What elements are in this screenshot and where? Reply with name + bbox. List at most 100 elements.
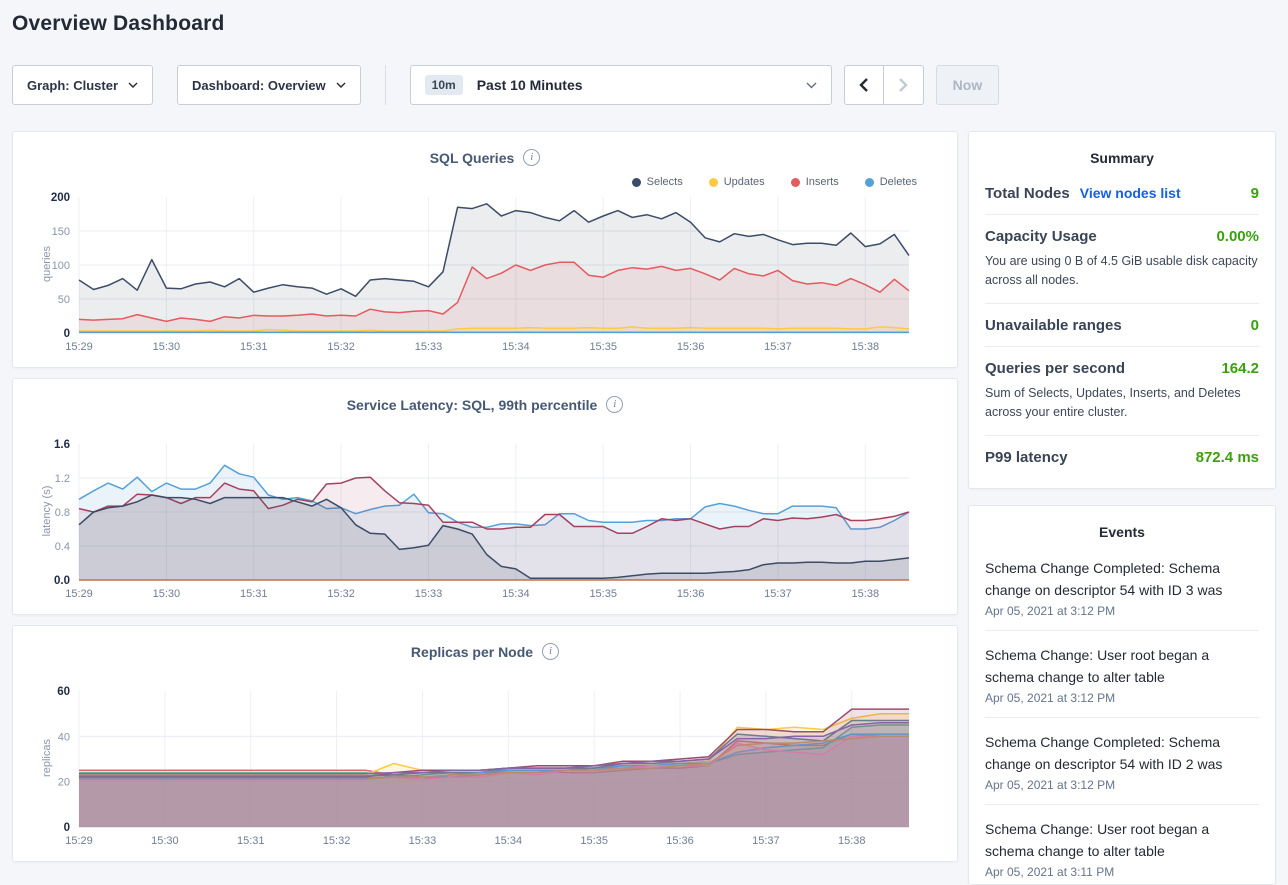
svg-text:200: 200: [51, 192, 70, 204]
svg-text:0.4: 0.4: [55, 541, 70, 553]
time-range-selector[interactable]: 10m Past 10 Minutes: [409, 65, 832, 105]
legend-label: Deletes: [879, 176, 917, 188]
dashboard-dropdown-label: Dashboard: Overview: [192, 77, 326, 93]
chevron-left-icon: [859, 78, 869, 92]
replicas-per-node-chart[interactable]: 15:29 15:30 15:31 15:32 15:33 15:34 15:35 15:36…: [13, 682, 957, 854]
dashboard-dropdown[interactable]: Dashboard: Overview: [177, 65, 361, 105]
legend-label: Selects: [646, 176, 683, 188]
time-forward-button[interactable]: [883, 65, 924, 105]
legend-item[interactable]: Deletes: [864, 176, 917, 188]
legend-label: Updates: [723, 176, 765, 188]
event-text[interactable]: Schema Change Completed: Schema change o…: [985, 559, 1223, 598]
summary-panel: Summary Total Nodes View nodes list 9 Ca…: [968, 131, 1276, 489]
svg-text:1.2: 1.2: [55, 473, 70, 485]
svg-text:15:36: 15:36: [666, 835, 694, 847]
svg-text:15:31: 15:31: [240, 588, 268, 600]
event-text[interactable]: Schema Change Completed: Schema change o…: [985, 733, 1223, 772]
event-timestamp: Apr 05, 2021 at 3:12 PM: [985, 690, 1116, 705]
svg-text:150: 150: [52, 226, 70, 238]
legend-dot-icon: [631, 177, 641, 187]
event-timestamp: Apr 05, 2021 at 3:11 PM: [985, 864, 1115, 879]
chart-header: Service Latency: SQL, 99th percentile i: [13, 379, 957, 413]
svg-text:0.8: 0.8: [55, 507, 70, 519]
svg-text:15:35: 15:35: [589, 588, 617, 600]
controls-divider: [384, 65, 386, 105]
svg-text:15:34: 15:34: [502, 341, 530, 353]
svg-text:20: 20: [58, 777, 70, 789]
svg-text:15:33: 15:33: [409, 835, 437, 847]
summary-label: Unavailable ranges: [985, 316, 1122, 334]
svg-text:15:29: 15:29: [65, 588, 93, 600]
svg-text:15:37: 15:37: [764, 588, 792, 600]
sql-queries-chart[interactable]: 15:29 15:30 15:31 15:32 15:33 15:34 15:35 15:36…: [13, 188, 957, 360]
svg-text:60: 60: [57, 686, 70, 698]
graph-dropdown[interactable]: Graph: Cluster: [12, 65, 154, 105]
chart-legend: Selects Updates Inserts Deletes: [631, 176, 917, 188]
summary-row-capacity-usage: Capacity Usage 0.00% You are using 0 B o…: [985, 215, 1259, 304]
summary-row-unavailable-ranges: Unavailable ranges 0: [985, 304, 1259, 347]
legend-label: Inserts: [805, 176, 839, 188]
event-text[interactable]: Schema Change: User root began a schema …: [985, 820, 1210, 859]
event-item: Schema Change Completed: Schema change o…: [985, 544, 1259, 631]
service-latency-chart[interactable]: 15:29 15:30 15:31 15:32 15:33 15:34 15:35 15:36…: [13, 435, 957, 607]
controls-bar: Graph: Cluster Dashboard: Overview 10m P…: [12, 65, 1000, 105]
page-title: Overview Dashboard: [12, 12, 225, 35]
summary-value: 9: [1250, 185, 1259, 202]
charts-column: SQL Queries i Selects Updates Inserts Delet…: [12, 131, 958, 872]
svg-text:1.6: 1.6: [54, 439, 70, 451]
event-text[interactable]: Schema Change: User root began a schema …: [985, 646, 1210, 685]
info-icon[interactable]: i: [606, 396, 624, 413]
time-back-button[interactable]: [843, 65, 884, 105]
legend-item[interactable]: Updates: [708, 176, 765, 188]
events-list: Schema Change Completed: Schema change o…: [985, 544, 1259, 884]
summary-rows: Total Nodes View nodes list 9 Capacity U…: [985, 172, 1259, 478]
svg-text:40: 40: [58, 731, 70, 743]
chart-title: SQL Queries: [429, 149, 515, 166]
event-item: Schema Change Completed: Schema change o…: [985, 718, 1259, 805]
summary-value: 0.00%: [1216, 228, 1259, 245]
sql-queries-chart-card: SQL Queries i Selects Updates Inserts Delet…: [12, 131, 958, 368]
svg-text:15:30: 15:30: [151, 835, 179, 847]
info-icon[interactable]: i: [523, 149, 541, 166]
info-icon[interactable]: i: [542, 643, 560, 660]
chart-title: Replicas per Node: [410, 643, 534, 660]
summary-title: Summary: [1090, 150, 1154, 166]
legend-item[interactable]: Selects: [631, 176, 683, 188]
chart-title: Service Latency: SQL, 99th percentile: [346, 396, 598, 413]
summary-value: 872.4 ms: [1195, 448, 1259, 466]
summary-label: Total Nodes: [985, 185, 1070, 202]
legend-item[interactable]: Inserts: [790, 176, 839, 188]
time-nav-group: [843, 65, 924, 105]
svg-text:15:38: 15:38: [852, 588, 880, 600]
svg-text:15:30: 15:30: [153, 588, 181, 600]
svg-text:15:34: 15:34: [495, 835, 523, 847]
summary-value: 164.2: [1221, 359, 1259, 377]
svg-text:15:33: 15:33: [415, 341, 443, 353]
legend-dot-icon: [708, 177, 718, 187]
time-range-label: Past 10 Minutes: [476, 77, 583, 93]
chart-header: SQL Queries i: [13, 132, 957, 166]
svg-text:15:29: 15:29: [65, 341, 93, 353]
legend-dot-icon: [864, 177, 874, 187]
svg-text:50: 50: [58, 294, 70, 306]
chevron-down-icon: [128, 82, 138, 88]
svg-text:15:36: 15:36: [677, 341, 705, 353]
event-item: Schema Change: User root began a schema …: [985, 631, 1259, 718]
view-nodes-list-link[interactable]: View nodes list: [1079, 185, 1181, 201]
svg-text:15:35: 15:35: [580, 835, 608, 847]
svg-text:100: 100: [52, 260, 70, 272]
legend-dot-icon: [790, 177, 800, 187]
svg-text:15:37: 15:37: [752, 835, 780, 847]
chevron-down-icon: [336, 82, 346, 88]
svg-text:15:29: 15:29: [65, 835, 93, 847]
now-button[interactable]: Now: [935, 65, 1000, 105]
svg-text:15:32: 15:32: [323, 835, 351, 847]
summary-description: Sum of Selects, Updates, Inserts, and De…: [985, 385, 1241, 420]
svg-text:15:33: 15:33: [415, 588, 443, 600]
svg-text:15:38: 15:38: [852, 341, 880, 353]
svg-text:15:37: 15:37: [764, 341, 792, 353]
summary-value: 0: [1250, 316, 1259, 334]
chart-header: Replicas per Node i: [13, 626, 957, 660]
event-item: Schema Change: User root began a schema …: [985, 805, 1259, 884]
